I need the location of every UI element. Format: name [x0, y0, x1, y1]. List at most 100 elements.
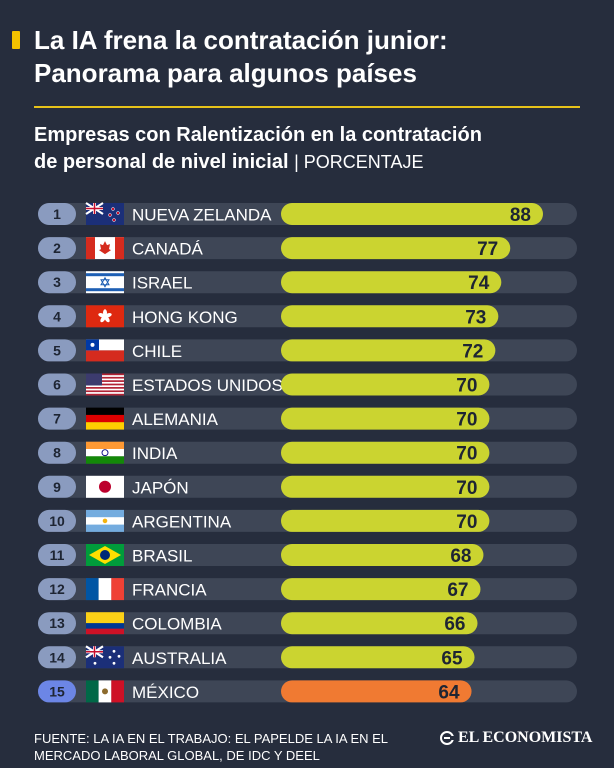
- bar: [281, 373, 490, 396]
- rank-badge: [38, 509, 76, 532]
- country-label: ISRAEL: [132, 274, 192, 293]
- rank-badge: [38, 407, 76, 430]
- country-label: ALEMANIA: [132, 410, 219, 429]
- bar: [281, 339, 496, 362]
- rank-badge: [38, 680, 76, 703]
- flag-germany-icon: [86, 407, 124, 430]
- value-label: 74: [468, 273, 490, 294]
- bar: [281, 578, 481, 601]
- country-label: CANADÁ: [132, 240, 204, 259]
- bar: [281, 271, 502, 294]
- rank-label: 10: [49, 513, 65, 529]
- chart-title: La IA frena la contratación junior: Pano…: [34, 24, 604, 90]
- flag-australia-icon: [85, 645, 124, 669]
- rank-label: 14: [49, 649, 65, 665]
- subtitle-line-1: Empresas con Ralentización en la contrat…: [34, 124, 482, 146]
- bar: [281, 441, 490, 464]
- rank-badge: [38, 441, 76, 464]
- title-line-2: Panorama para algunos países: [34, 58, 417, 88]
- logo-mark-icon: [440, 731, 454, 745]
- country-label: COLOMBIA: [132, 615, 222, 634]
- bar: [281, 407, 490, 430]
- value-label: 68: [450, 546, 471, 567]
- rank-badge: [38, 305, 76, 328]
- value-label: 72: [462, 341, 483, 362]
- value-label: 70: [456, 444, 477, 465]
- rank-badge: [38, 612, 76, 635]
- rank-label: 1: [53, 206, 61, 222]
- rank-badge: [38, 271, 76, 294]
- bar: [281, 203, 543, 225]
- source-line-2: MERCADO LABORAL GLOBAL, DE IDC Y DEEL: [34, 748, 320, 763]
- flag-chile-icon: [86, 339, 124, 362]
- rank-badge: [38, 646, 76, 669]
- bar: [281, 475, 490, 498]
- rank-label: 3: [53, 274, 61, 290]
- bar: [281, 646, 475, 669]
- flag-mexico-icon: [86, 680, 124, 703]
- value-label: 70: [456, 376, 477, 397]
- value-label: 65: [441, 648, 463, 669]
- title-accent-mark: [12, 31, 20, 49]
- bar: [281, 680, 472, 703]
- chart-subtitle: Empresas con Ralentización en la contrat…: [34, 122, 604, 176]
- rank-label: 9: [53, 479, 61, 495]
- rank-badge: [38, 373, 76, 396]
- country-label: ESTADOS UNIDOS: [132, 376, 283, 395]
- rank-badge: [38, 578, 76, 601]
- country-label: AUSTRALIA: [132, 649, 227, 668]
- value-label: 70: [456, 410, 477, 431]
- flag-usa-icon: [86, 373, 124, 396]
- country-label: BRASIL: [132, 547, 192, 566]
- rank-label: 8: [53, 445, 61, 461]
- source-line-1: FUENTE: LA IA EN EL TRABAJO: EL PAPELDE …: [34, 731, 389, 746]
- rank-badge: [38, 544, 76, 566]
- rank-badge: [38, 237, 76, 260]
- bar: [281, 612, 478, 635]
- rank-label: 15: [49, 683, 65, 699]
- flag-japan-icon: [86, 475, 124, 498]
- bar: [281, 509, 490, 532]
- rank-label: 7: [53, 411, 61, 427]
- value-label: 70: [456, 478, 477, 499]
- el-economista-logo: EL ECONOMISTA: [440, 729, 592, 747]
- rank-label: 5: [53, 342, 61, 358]
- subtitle-unit: | PORCENTAJE: [294, 152, 424, 172]
- flag-france-icon: [86, 578, 124, 601]
- rank-badge: [38, 339, 76, 362]
- value-label: 70: [456, 512, 477, 533]
- country-label: CHILE: [132, 342, 182, 361]
- country-label: MÉXICO: [132, 683, 199, 702]
- bar: [281, 544, 484, 566]
- country-label: ARGENTINA: [132, 512, 232, 531]
- title-line-1: La IA frena la contratación junior:: [34, 25, 448, 55]
- rank-label: 2: [53, 240, 61, 256]
- country-label: NUEVA ZELANDA: [132, 206, 272, 225]
- rank-label: 13: [49, 615, 65, 631]
- flag-colombia-icon: [86, 612, 124, 635]
- source-note: FUENTE: LA IA EN EL TRABAJO: EL PAPELDE …: [34, 730, 424, 764]
- country-label: HONG KONG: [132, 308, 238, 327]
- country-label: INDIA: [132, 444, 178, 463]
- value-label: 67: [447, 580, 468, 601]
- flag-india-icon: [86, 441, 124, 464]
- title-divider: [34, 106, 580, 108]
- bar: [281, 305, 499, 328]
- flag-new-zealand-icon: [85, 202, 124, 225]
- flag-argentina-icon: [86, 509, 124, 532]
- country-label: FRANCIA: [132, 581, 207, 600]
- subtitle-line-2: de personal de nivel inicial: [34, 151, 289, 173]
- flag-hong-kong-icon: [86, 305, 124, 328]
- rank-label: 12: [49, 581, 65, 597]
- country-label: JAPÓN: [132, 478, 189, 497]
- rank-badge: [38, 475, 76, 498]
- flag-canada-icon: [86, 237, 124, 260]
- flag-israel-icon: [86, 271, 124, 294]
- flag-brazil-icon: [86, 544, 124, 566]
- bar: [281, 237, 511, 260]
- value-label: 77: [477, 239, 498, 260]
- value-label: 66: [444, 614, 465, 635]
- rank-label: 6: [53, 377, 61, 393]
- value-label: 88: [510, 205, 531, 226]
